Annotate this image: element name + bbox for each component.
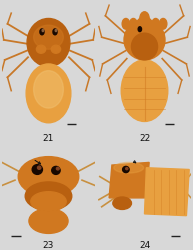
Circle shape xyxy=(55,30,57,32)
Circle shape xyxy=(140,12,149,25)
Text: 21: 21 xyxy=(43,134,54,143)
Circle shape xyxy=(138,27,141,32)
Circle shape xyxy=(126,168,128,170)
Polygon shape xyxy=(145,168,189,216)
Circle shape xyxy=(137,18,145,29)
Ellipse shape xyxy=(131,33,157,60)
Circle shape xyxy=(42,30,44,32)
Circle shape xyxy=(159,18,167,29)
Circle shape xyxy=(152,18,159,29)
Ellipse shape xyxy=(124,20,165,60)
Ellipse shape xyxy=(114,162,144,173)
Ellipse shape xyxy=(34,25,63,49)
Ellipse shape xyxy=(29,208,68,234)
Circle shape xyxy=(52,166,60,174)
Ellipse shape xyxy=(31,192,66,211)
Circle shape xyxy=(32,164,42,174)
Ellipse shape xyxy=(113,197,131,209)
Circle shape xyxy=(122,18,130,29)
Text: 22: 22 xyxy=(139,134,150,143)
Circle shape xyxy=(145,18,152,29)
Text: 24: 24 xyxy=(139,241,150,250)
Circle shape xyxy=(37,166,41,169)
Text: 23: 23 xyxy=(43,241,54,250)
Circle shape xyxy=(56,167,59,170)
Circle shape xyxy=(40,29,44,35)
Ellipse shape xyxy=(18,157,79,196)
Ellipse shape xyxy=(121,60,168,122)
Circle shape xyxy=(123,166,129,172)
Ellipse shape xyxy=(27,18,70,66)
Circle shape xyxy=(130,18,137,29)
Ellipse shape xyxy=(34,71,63,108)
Ellipse shape xyxy=(51,45,61,53)
Polygon shape xyxy=(109,162,149,198)
Circle shape xyxy=(53,29,57,35)
Ellipse shape xyxy=(26,64,71,123)
Ellipse shape xyxy=(25,182,72,210)
Ellipse shape xyxy=(36,45,46,53)
